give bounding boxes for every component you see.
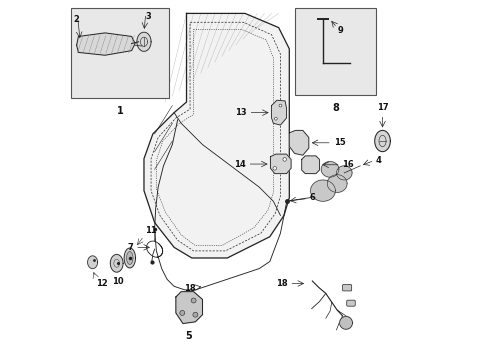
- Polygon shape: [321, 162, 339, 177]
- Ellipse shape: [283, 158, 287, 161]
- Text: 18: 18: [276, 279, 288, 288]
- Polygon shape: [375, 130, 391, 152]
- Polygon shape: [88, 256, 98, 269]
- Polygon shape: [124, 248, 135, 268]
- Text: 8: 8: [332, 103, 339, 113]
- Ellipse shape: [273, 167, 276, 170]
- Text: 5: 5: [185, 331, 192, 341]
- Polygon shape: [271, 100, 287, 125]
- Polygon shape: [137, 32, 151, 51]
- Text: 9: 9: [337, 26, 343, 35]
- Text: 18: 18: [184, 284, 196, 293]
- Text: 4: 4: [375, 156, 381, 165]
- Bar: [72, 8, 169, 99]
- Polygon shape: [270, 154, 291, 174]
- FancyBboxPatch shape: [347, 300, 355, 306]
- Text: 7: 7: [127, 243, 133, 252]
- Polygon shape: [311, 180, 335, 201]
- Ellipse shape: [180, 310, 185, 315]
- Text: 1: 1: [117, 106, 123, 116]
- Text: 12: 12: [96, 279, 108, 288]
- Polygon shape: [144, 13, 289, 258]
- Text: 11: 11: [145, 226, 156, 235]
- Text: 13: 13: [235, 108, 247, 117]
- Polygon shape: [302, 156, 319, 174]
- Text: 15: 15: [334, 138, 345, 147]
- Polygon shape: [76, 33, 135, 55]
- Polygon shape: [110, 255, 123, 272]
- Polygon shape: [340, 316, 352, 329]
- FancyBboxPatch shape: [343, 284, 352, 291]
- Text: 14: 14: [234, 159, 245, 168]
- Text: 6: 6: [310, 193, 316, 202]
- Ellipse shape: [274, 117, 277, 120]
- Text: 17: 17: [377, 103, 389, 112]
- Text: 2: 2: [73, 15, 79, 24]
- Ellipse shape: [279, 104, 282, 107]
- Polygon shape: [289, 130, 309, 155]
- Polygon shape: [337, 166, 352, 180]
- Polygon shape: [327, 175, 347, 192]
- Polygon shape: [176, 292, 202, 324]
- Ellipse shape: [191, 298, 196, 303]
- Ellipse shape: [193, 312, 198, 317]
- Text: 16: 16: [343, 160, 354, 169]
- Text: 10: 10: [112, 277, 123, 286]
- Text: 3: 3: [146, 12, 151, 21]
- Bar: [294, 8, 376, 95]
- Polygon shape: [126, 252, 133, 264]
